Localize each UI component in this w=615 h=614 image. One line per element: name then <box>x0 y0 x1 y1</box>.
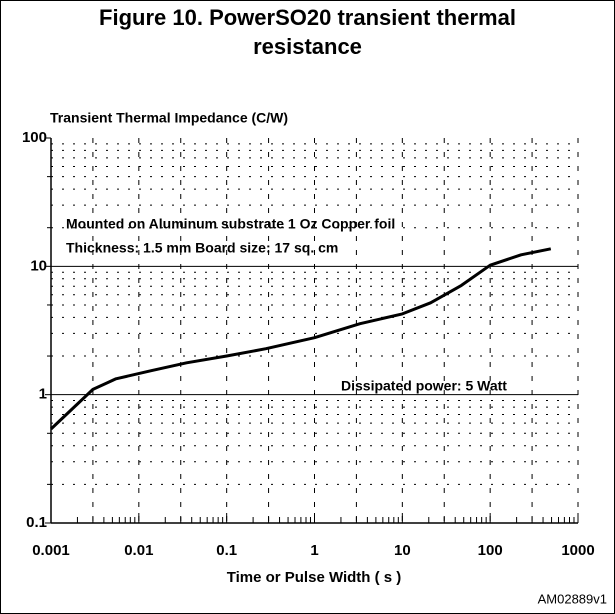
x-axis-label: Time or Pulse Width ( s ) <box>227 569 402 586</box>
annotation: Thickness: 1.5 mm Board size: 17 sq. cm <box>66 240 338 256</box>
y-tick-label: 1 <box>39 386 47 403</box>
figure-code: AM02889v1 <box>538 591 607 606</box>
chart-title: Figure 10. PowerSO20 transient thermal r… <box>99 5 516 59</box>
x-tick-label: 0.001 <box>32 542 70 559</box>
x-tick-label: 0.1 <box>216 542 237 559</box>
annotation: Dissipated power: 5 Watt <box>341 378 507 394</box>
data-line <box>49 247 552 431</box>
x-tick-label: 0.01 <box>124 542 153 559</box>
annotation: Mounted on Aluminum substrate 1 Oz Coppe… <box>66 216 395 232</box>
y-axis-label: Transient Thermal Impedance (C/W) <box>50 110 288 126</box>
x-tick-label: 1000 <box>561 542 594 559</box>
y-tick-label: 100 <box>22 129 47 146</box>
x-tick-label: 100 <box>478 542 503 559</box>
x-tick-label: 1 <box>310 542 318 559</box>
y-tick-label: 10 <box>30 257 47 274</box>
y-tick-label: 0.1 <box>26 514 47 531</box>
x-tick-label: 10 <box>394 542 411 559</box>
